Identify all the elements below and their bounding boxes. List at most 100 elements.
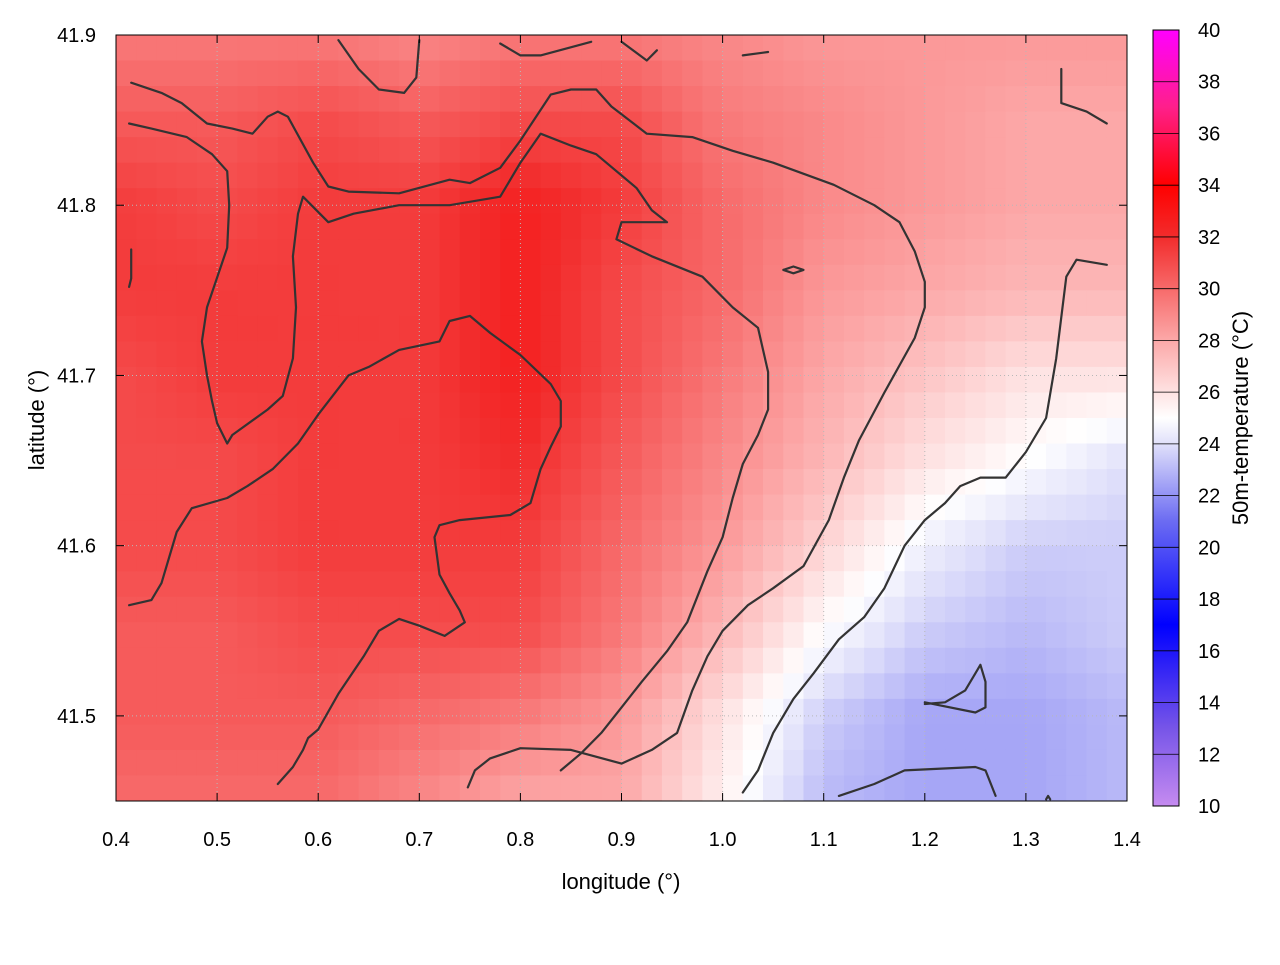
heatmap-cell xyxy=(419,290,441,317)
heatmap-cell xyxy=(601,418,623,445)
heatmap-cell xyxy=(601,775,623,801)
heatmap-cell xyxy=(601,622,623,649)
heatmap-cell xyxy=(176,494,198,521)
heatmap-cell xyxy=(702,469,724,496)
heatmap-cell xyxy=(156,137,178,164)
heatmap-cell xyxy=(1066,622,1088,649)
heatmap-cell xyxy=(318,571,340,598)
heatmap-cell xyxy=(560,520,582,547)
heatmap-cell xyxy=(601,469,623,496)
heatmap-cell xyxy=(985,520,1007,547)
heatmap-cell xyxy=(803,264,825,291)
heatmap-cell xyxy=(1025,571,1047,598)
heatmap-cell xyxy=(742,418,764,445)
heatmap-cell xyxy=(419,213,441,240)
heatmap-cell xyxy=(277,137,299,164)
heatmap-cell xyxy=(803,622,825,649)
heatmap-cell xyxy=(843,443,865,470)
heatmap-cell xyxy=(500,520,521,547)
heatmap-cell xyxy=(601,264,623,291)
heatmap-cell xyxy=(742,647,764,674)
heatmap-cell xyxy=(419,494,441,521)
heatmap-cell xyxy=(884,545,906,572)
heatmap-cell xyxy=(803,290,825,317)
heatmap-cell xyxy=(742,673,764,700)
heatmap-cell xyxy=(1025,647,1047,674)
heatmap-cell xyxy=(1066,35,1088,62)
heatmap-cell xyxy=(884,290,906,317)
heatmap-cell xyxy=(378,418,400,445)
heatmap-cell xyxy=(116,494,137,521)
heatmap-cell xyxy=(1005,86,1027,113)
heatmap-cell xyxy=(459,315,481,342)
heatmap-cell xyxy=(763,418,784,445)
heatmap-cell xyxy=(641,571,663,598)
heatmap-cell xyxy=(621,188,643,215)
heatmap-cell xyxy=(237,545,259,572)
heatmap-cell xyxy=(378,366,400,394)
heatmap-cell xyxy=(1066,520,1088,547)
heatmap-cell xyxy=(1066,290,1088,317)
heatmap-cell xyxy=(924,162,946,189)
heatmap-cell xyxy=(176,469,198,496)
heatmap-cell xyxy=(965,60,987,87)
heatmap-cell xyxy=(601,673,623,700)
heatmap-cell xyxy=(985,366,1007,394)
heatmap-cell xyxy=(176,111,198,138)
heatmap-cell xyxy=(459,418,481,445)
colorbar-tick-label: 18 xyxy=(1198,589,1220,611)
heatmap-cell xyxy=(176,673,198,700)
heatmap-cell xyxy=(884,749,906,777)
heatmap-cell xyxy=(1106,213,1127,240)
heatmap-cell xyxy=(1005,749,1027,777)
heatmap-cell xyxy=(479,341,501,368)
heatmap-cell xyxy=(217,111,238,138)
heatmap-cell xyxy=(318,596,340,623)
heatmap-cell xyxy=(217,137,238,164)
heatmap-cell xyxy=(358,469,380,496)
heatmap-cell xyxy=(803,647,825,674)
heatmap-cell xyxy=(237,341,259,368)
heatmap-cell xyxy=(742,596,764,623)
heatmap-cell xyxy=(1106,469,1127,496)
heatmap-cell xyxy=(237,392,259,419)
heatmap-cell xyxy=(419,35,441,62)
heatmap-cell xyxy=(601,545,623,572)
heatmap-cell xyxy=(904,213,926,240)
heatmap-cell xyxy=(1106,137,1127,164)
heatmap-cell xyxy=(884,188,906,215)
heatmap-cell xyxy=(500,137,521,164)
heatmap-cell xyxy=(904,264,926,291)
heatmap-cell xyxy=(924,239,946,266)
heatmap-cell xyxy=(843,392,865,419)
heatmap-cell xyxy=(985,239,1007,266)
heatmap-cell xyxy=(116,520,137,547)
heatmap-cell xyxy=(682,724,703,751)
heatmap-cell xyxy=(500,647,521,674)
heatmap-cell xyxy=(277,86,299,113)
heatmap-cell xyxy=(358,162,380,189)
heatmap-cell xyxy=(277,443,299,470)
heatmap-cell xyxy=(459,545,481,572)
heatmap-cell xyxy=(520,392,542,419)
heatmap-cell xyxy=(702,341,724,368)
heatmap-cell xyxy=(1046,749,1067,777)
heatmap-cell xyxy=(318,315,340,342)
heatmap-cell xyxy=(439,162,461,189)
heatmap-cell xyxy=(136,775,158,801)
heatmap-cell xyxy=(378,545,400,572)
heatmap-cell xyxy=(904,469,926,496)
heatmap-cell xyxy=(621,494,643,521)
heatmap-cell xyxy=(257,647,279,674)
heatmap-cell xyxy=(156,469,178,496)
heatmap-cell xyxy=(985,213,1007,240)
heatmap-cell xyxy=(560,137,582,164)
heatmap-cell xyxy=(823,545,845,572)
heatmap-cell xyxy=(399,366,420,394)
heatmap-cell xyxy=(864,724,885,751)
heatmap-cell xyxy=(500,469,521,496)
colorbar-ticks: 10 12 14 16 18 20 22 24 26 28 30 32 34 36 38 40 xyxy=(1153,20,1220,818)
heatmap-cell xyxy=(884,264,906,291)
heatmap-cell xyxy=(924,341,946,368)
heatmap-cell xyxy=(1005,188,1027,215)
